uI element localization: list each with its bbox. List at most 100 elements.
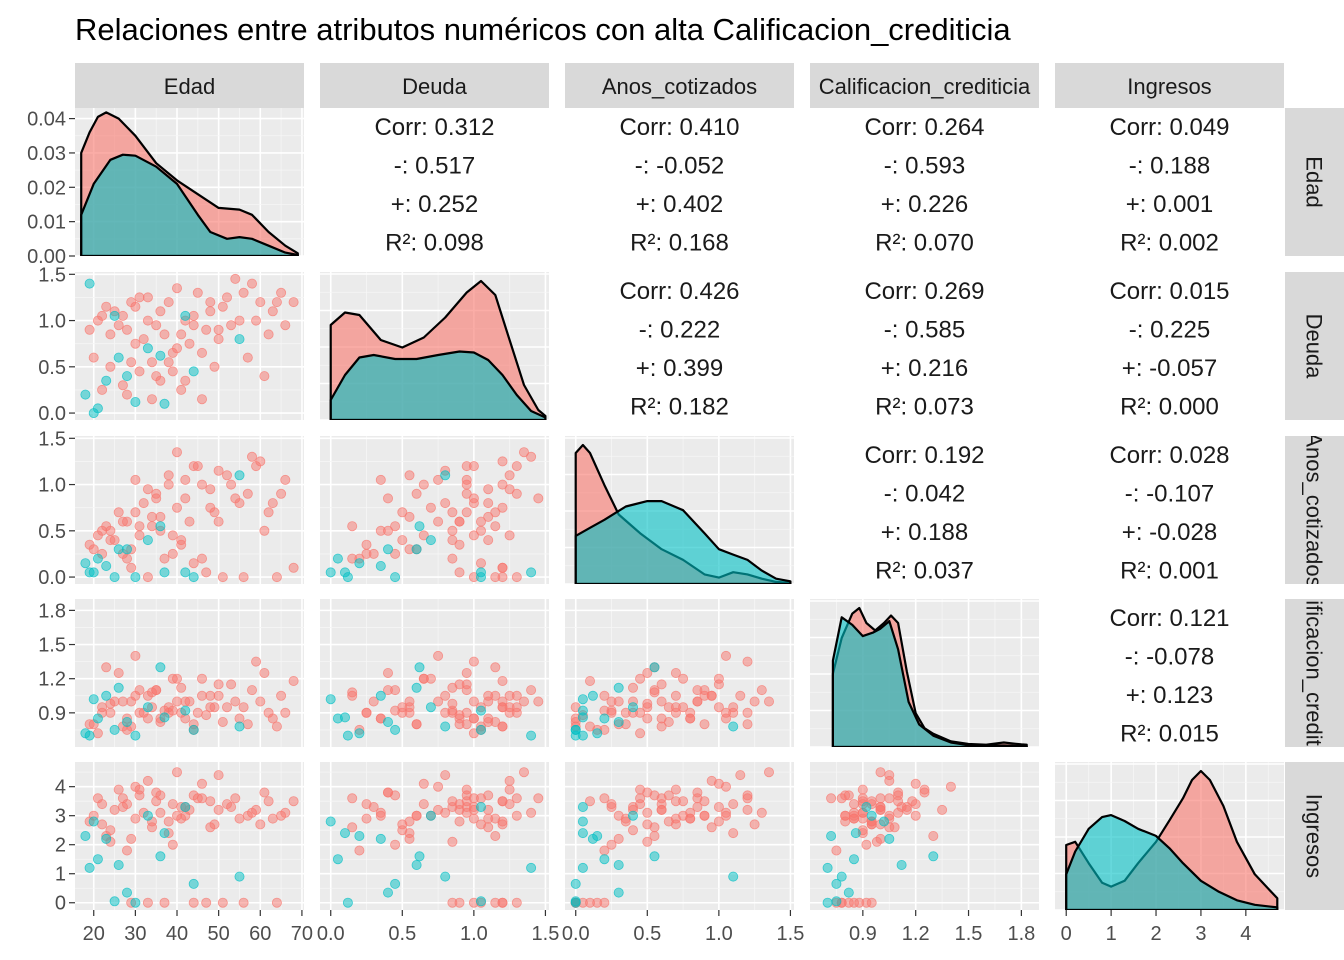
point-pos: [84, 324, 95, 335]
point-pos: [606, 839, 617, 850]
point-neg: [414, 851, 425, 862]
point-pos: [221, 292, 232, 303]
point-neg: [342, 897, 353, 908]
point-pos: [213, 334, 224, 345]
point-pos: [483, 511, 494, 522]
y-tick-label: 0.04: [27, 109, 66, 131]
point-pos: [404, 470, 415, 481]
strip-top-bg: [1055, 63, 1284, 108]
point-pos: [259, 787, 270, 798]
point-pos: [945, 781, 956, 792]
point-pos: [642, 807, 653, 818]
corr-line: R²: 0.015: [1120, 721, 1219, 748]
point-pos: [706, 690, 717, 701]
point-pos: [134, 292, 145, 303]
point-pos: [875, 767, 886, 778]
point-pos: [117, 516, 128, 527]
point-pos: [875, 833, 886, 844]
point-pos: [155, 790, 166, 801]
point-pos: [151, 320, 162, 331]
point-pos: [267, 713, 278, 724]
point-pos: [907, 796, 918, 807]
point-pos: [497, 502, 508, 513]
point-pos: [461, 668, 472, 679]
point-neg: [613, 887, 624, 898]
point-pos: [382, 525, 393, 536]
point-pos: [606, 705, 617, 716]
point-pos: [167, 673, 178, 684]
point-pos: [246, 685, 257, 696]
corr-line: +: -0.028: [1122, 519, 1217, 546]
point-neg: [354, 831, 365, 842]
point-pos: [861, 839, 872, 850]
point-neg: [109, 896, 120, 907]
panel-3-3: [810, 599, 1039, 747]
point-neg: [822, 862, 833, 873]
point-neg: [325, 816, 336, 827]
point-pos: [347, 521, 358, 532]
point-pos: [504, 775, 515, 786]
point-neg: [728, 721, 739, 732]
point-pos: [213, 324, 224, 335]
point-pos: [163, 479, 174, 490]
point-pos: [155, 306, 166, 317]
point-pos: [937, 804, 948, 815]
point-neg: [526, 567, 537, 578]
point-pos: [404, 511, 415, 522]
panel-2-1: [320, 436, 549, 584]
point-pos: [390, 521, 401, 532]
point-pos: [461, 679, 472, 690]
corr-line: Corr: 0.028: [1109, 442, 1229, 469]
point-neg: [843, 887, 854, 898]
point-pos: [490, 662, 501, 673]
corr-line: -: -0.107: [1125, 481, 1214, 508]
point-pos: [84, 539, 95, 550]
point-pos: [171, 696, 182, 707]
point-pos: [454, 567, 465, 578]
point-pos: [163, 357, 174, 368]
point-pos: [155, 511, 166, 522]
point-pos: [134, 521, 145, 532]
point-pos: [201, 710, 212, 721]
point-pos: [447, 525, 458, 536]
point-pos: [213, 465, 224, 476]
point-pos: [92, 315, 103, 326]
strip-right-bg: [1285, 599, 1344, 747]
point-pos: [742, 790, 753, 801]
point-neg: [411, 544, 422, 555]
point-pos: [742, 656, 753, 667]
point-pos: [142, 775, 153, 786]
point-neg: [180, 705, 191, 716]
point-pos: [585, 796, 596, 807]
point-neg: [142, 343, 153, 354]
point-pos: [635, 673, 646, 684]
point-pos: [126, 297, 137, 308]
corr-line: R²: 0.001: [1120, 558, 1219, 585]
y-tick-label: 1.5: [38, 635, 66, 657]
point-pos: [533, 493, 544, 504]
point-pos: [117, 380, 128, 391]
point-pos: [475, 516, 486, 527]
point-pos: [849, 799, 860, 810]
point-pos: [217, 897, 228, 908]
point-pos: [418, 479, 429, 490]
point-pos: [483, 484, 494, 495]
point-pos: [526, 685, 537, 696]
point-pos: [142, 897, 153, 908]
point-pos: [735, 770, 746, 781]
point-neg: [613, 682, 624, 693]
point-pos: [425, 502, 436, 513]
point-pos: [390, 839, 401, 850]
point-pos: [433, 804, 444, 815]
point-pos: [713, 702, 724, 713]
point-pos: [483, 717, 494, 728]
point-pos: [146, 687, 157, 698]
point-pos: [628, 682, 639, 693]
point-pos: [230, 493, 241, 504]
point-neg: [234, 334, 245, 345]
point-pos: [483, 690, 494, 701]
point-pos: [397, 819, 408, 830]
point-pos: [213, 804, 224, 815]
point-pos: [347, 822, 358, 833]
point-neg: [475, 896, 486, 907]
